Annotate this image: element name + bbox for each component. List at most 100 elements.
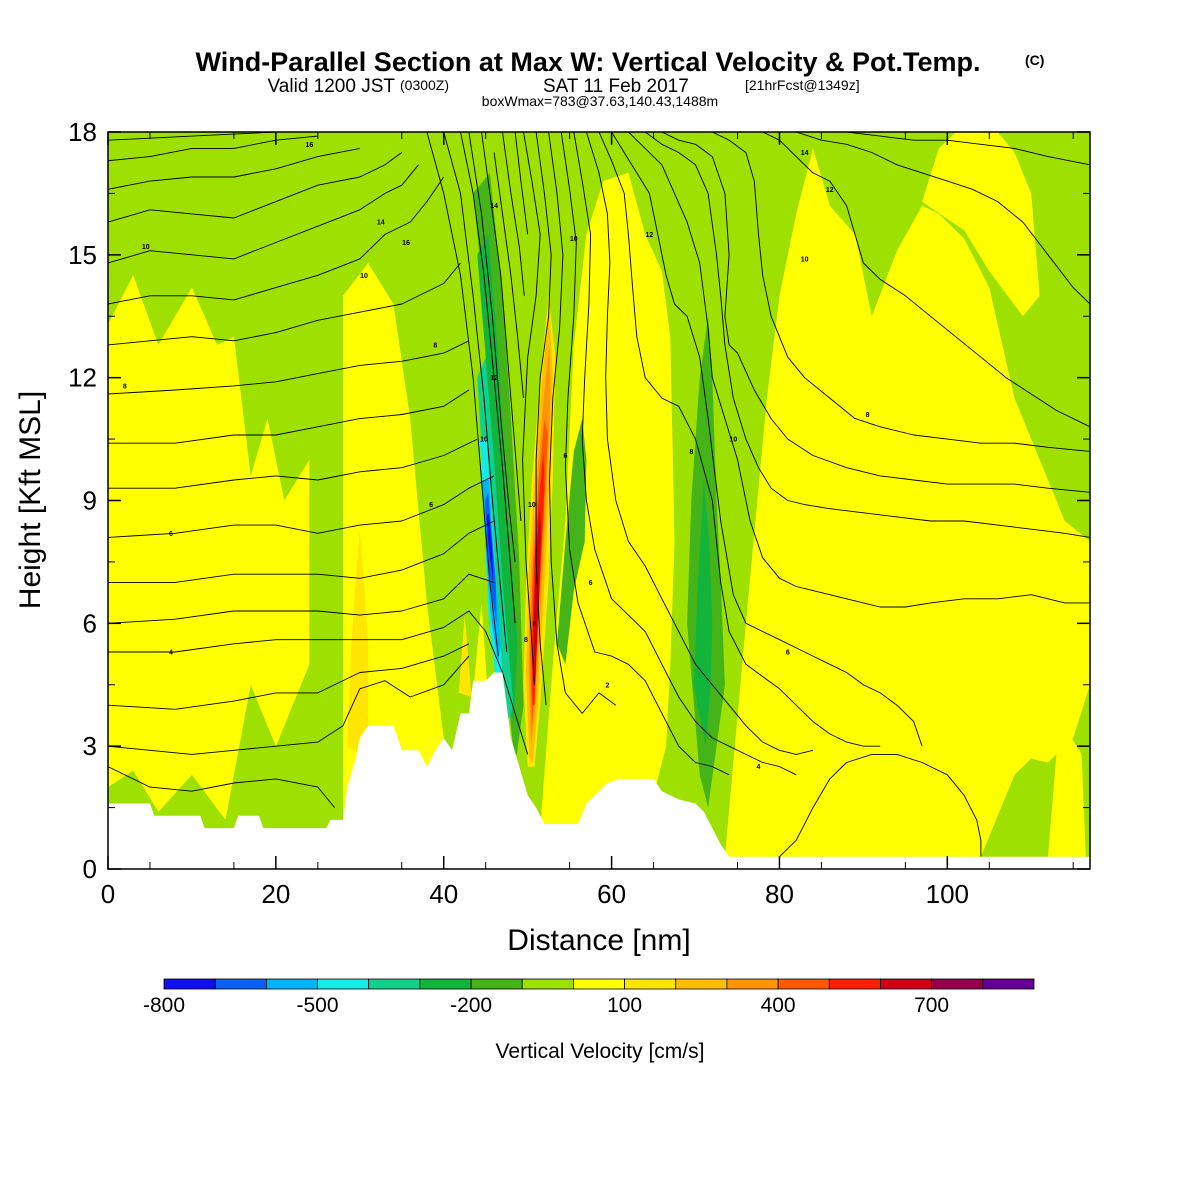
- contour-label: 14: [490, 203, 498, 210]
- theta-contour-18: [443, 132, 508, 653]
- theta-contour-26: [535, 132, 552, 706]
- contour-label: 10: [801, 256, 809, 263]
- colorbar-swatch: [828, 978, 881, 990]
- w-region-yellow-4: [724, 148, 1090, 857]
- colorbar-swatch: [317, 978, 370, 990]
- colorbar-swatch: [470, 978, 523, 990]
- theta-contour-6: [108, 475, 495, 538]
- vertical-velocity-field: [108, 132, 1090, 857]
- theta-contour-1: [108, 655, 470, 755]
- theta-contour-4: [108, 573, 495, 624]
- w-region-yellow-5: [922, 132, 1040, 317]
- x-axis-label: Distance [nm]: [507, 924, 690, 957]
- x-tick-label: 100: [926, 879, 969, 909]
- w-region-green-11: [477, 234, 518, 726]
- theta-contour-13: [108, 152, 403, 223]
- colorbar-swatch: [163, 978, 216, 990]
- colorbar-swatch: [777, 978, 830, 990]
- w-region-warm-24: [458, 615, 472, 697]
- y-axis-label: Height [Kft MSL]: [14, 391, 47, 609]
- contour-label: 8: [689, 449, 693, 456]
- theta-contour-5: [108, 520, 495, 583]
- contour-label: 6: [429, 502, 433, 509]
- valid-date: SAT 11 Feb 2017: [543, 76, 689, 97]
- colorbar-swatch: [368, 978, 421, 990]
- theta-contour-36: [712, 132, 1090, 452]
- contour-labels: 16 14 12 14 16 14 10 12 10 10 10 8 12 8 8 10 8 10 6 10 6 6 6 6 8…: [123, 142, 870, 771]
- contour-label: 14: [377, 220, 385, 227]
- y-tick-label: 15: [68, 240, 97, 270]
- contour-label: 10: [528, 502, 536, 509]
- x-tick-label: 40: [429, 879, 458, 909]
- theta-contour-0: [108, 766, 335, 808]
- colorbar-tick-label: 400: [761, 994, 796, 1017]
- theta-contour-38: [796, 132, 1090, 305]
- contour-label: 10: [729, 437, 737, 444]
- theta-contour-14: [108, 147, 360, 190]
- theta-contour-29: [573, 132, 797, 776]
- w-region-warm-23: [347, 529, 369, 755]
- contour-label: 4: [169, 650, 173, 657]
- colorbar-swatch: [726, 978, 779, 990]
- theta-contour-12: [108, 164, 419, 264]
- forecast-info: [21hrFcst@1349z]: [745, 77, 860, 93]
- colorbar-tick-label: -200: [450, 994, 492, 1017]
- theta-contour-7: [108, 438, 478, 489]
- contour-label: 6: [589, 580, 593, 587]
- theta-contour-11: [108, 176, 445, 305]
- colorbar-swatch: [419, 978, 472, 990]
- colorbar-swatch: [931, 978, 984, 990]
- box-max-info: boxWmax=783@37.63,140.43,1488m: [482, 93, 718, 109]
- w-region-green-8: [557, 418, 587, 665]
- theta-contour-10: [108, 262, 461, 346]
- contour-label: 6: [532, 621, 536, 628]
- w-region-yellow-6: [1048, 733, 1086, 857]
- y-tick-label: 9: [83, 486, 97, 516]
- contour-label: 8: [524, 637, 528, 644]
- colorbar-tick-label: 700: [914, 994, 949, 1017]
- y-tick-label: 6: [83, 608, 97, 638]
- theta-contour-23: [502, 132, 525, 296]
- theta-contour-33: [628, 132, 1090, 608]
- theta-contour-24: [514, 132, 529, 235]
- theta-contour-37: [762, 132, 1090, 428]
- theta-contour-19: [460, 132, 516, 624]
- theta-contour-30: [585, 132, 814, 755]
- colorbar-swatch: [521, 978, 574, 990]
- colorbar: -800 -500 -200 100 400 700: [143, 978, 1035, 1017]
- contour-label: 6: [563, 453, 567, 460]
- w-region-blue-16: [486, 512, 494, 583]
- contour-label: 6: [786, 650, 790, 657]
- theta-contour-25: [522, 132, 541, 685]
- x-axis-ticks: 0 20 40 60 80 100: [101, 132, 1074, 909]
- w-region-yellow-0: [108, 275, 310, 820]
- theta-contour-32: [611, 132, 923, 747]
- contour-label: 8: [123, 383, 127, 390]
- contour-label: 4: [757, 764, 761, 771]
- theta-contour-16: [108, 132, 276, 141]
- x-tick-label: 20: [261, 879, 290, 909]
- contour-label: 12: [826, 187, 834, 194]
- colorbar-swatch: [573, 978, 626, 990]
- y-tick-label: 3: [83, 731, 97, 761]
- y-axis-ticks: 0 3 6 9 12 15 18: [68, 117, 1090, 884]
- colorbar-swatch: [624, 978, 677, 990]
- colorbar-tick-label: 100: [607, 994, 642, 1017]
- contour-label: 12: [490, 375, 498, 382]
- chart-header: Wind-Parallel Section at Max W: Vertical…: [196, 47, 1045, 109]
- valid-prefix: Valid 1200 JST: [268, 76, 396, 97]
- theta-contour-17: [426, 132, 499, 657]
- contour-label: 12: [646, 232, 654, 239]
- theta-contour-21: [481, 132, 522, 522]
- w-region-warm-22: [533, 508, 542, 685]
- x-tick-label: 80: [765, 879, 794, 909]
- x-tick-label: 60: [597, 879, 626, 909]
- w-region-yellow-3: [540, 172, 675, 829]
- theta-contour-39: [846, 132, 1090, 166]
- colorbar-swatch: [880, 978, 933, 990]
- theta-contour-28: [560, 132, 730, 776]
- contour-label: 10: [142, 244, 150, 251]
- theta-contour-22: [493, 152, 524, 399]
- contour-label: 8: [866, 412, 870, 419]
- valid-utc: (0300Z): [400, 77, 449, 93]
